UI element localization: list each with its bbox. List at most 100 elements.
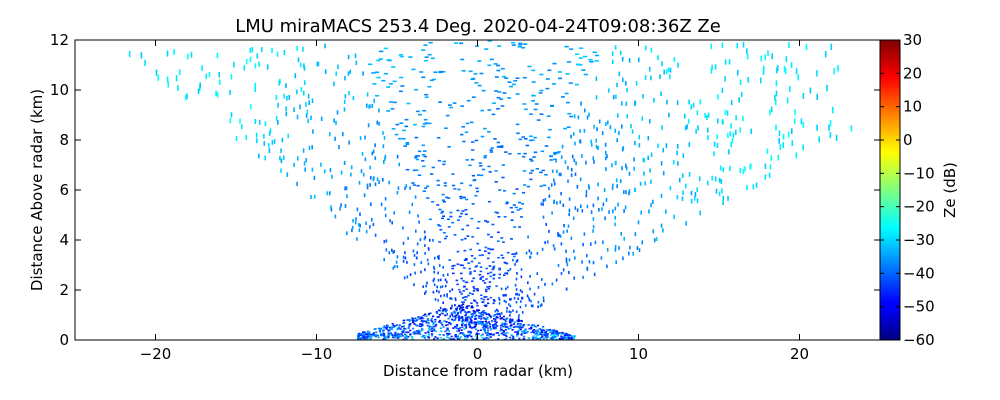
radar-gate — [437, 159, 442, 162]
radar-gate — [424, 268, 426, 272]
radar-gate — [585, 193, 588, 198]
radar-gate — [504, 323, 506, 326]
near-field-echo — [413, 319, 416, 322]
radar-gate — [558, 172, 561, 177]
near-field-echo — [425, 322, 428, 324]
radar-gate — [487, 313, 490, 315]
radar-gate — [529, 158, 533, 161]
near-field-echo — [475, 335, 478, 337]
near-field-echo — [503, 338, 506, 340]
near-field-echo — [382, 327, 385, 329]
near-field-echo — [423, 320, 426, 322]
radar-gate — [714, 176, 717, 182]
radar-gate — [444, 278, 447, 281]
radar-gate — [777, 154, 779, 161]
radar-gate — [558, 233, 560, 237]
near-field-echo — [394, 335, 398, 337]
near-field-echo — [523, 332, 526, 334]
radar-gate — [586, 267, 589, 271]
near-field-echo — [420, 325, 423, 328]
radar-gate — [529, 287, 531, 291]
radar-gate — [389, 219, 391, 223]
radar-gate — [423, 237, 426, 241]
near-field-echo — [386, 324, 389, 327]
radar-gate — [519, 289, 522, 292]
radar-gate — [404, 186, 406, 190]
radar-gate — [300, 87, 303, 92]
radar-gate — [829, 120, 832, 127]
radar-gate — [479, 270, 483, 273]
radar-gate — [461, 301, 464, 303]
radar-gate — [442, 163, 446, 166]
near-field-echo — [483, 328, 486, 331]
radar-gate — [393, 250, 395, 254]
near-field-echo — [366, 337, 369, 340]
radar-gate — [487, 272, 490, 275]
near-field-echo — [539, 333, 542, 335]
radar-gate — [283, 155, 285, 160]
near-field-echo — [357, 333, 360, 336]
near-field-echo — [428, 328, 431, 330]
near-field-echo — [461, 319, 464, 322]
near-field-echo — [484, 325, 487, 328]
radar-gate — [512, 192, 516, 195]
radar-gate — [499, 312, 501, 316]
radar-gate — [621, 101, 623, 106]
radar-gate — [418, 113, 422, 116]
radar-gate — [285, 106, 287, 112]
radar-gate — [320, 116, 323, 121]
radar-gate — [392, 80, 397, 83]
near-field-echo — [471, 314, 474, 317]
radar-gate — [482, 298, 486, 301]
radar-gate — [640, 210, 642, 215]
near-field-echo — [482, 314, 485, 316]
radar-gate — [509, 85, 513, 88]
radar-gate — [618, 71, 621, 77]
radar-gate — [426, 281, 428, 285]
near-field-echo — [382, 334, 385, 337]
radar-gate — [404, 118, 409, 121]
radar-gate — [442, 215, 446, 217]
radar-gate — [676, 150, 678, 156]
near-field-echo — [449, 323, 452, 325]
near-field-echo — [431, 320, 434, 323]
radar-gate — [333, 118, 335, 123]
radar-gate — [417, 150, 422, 153]
radar-gate — [784, 68, 787, 75]
radar-gate — [581, 154, 583, 158]
radar-gate — [446, 295, 448, 298]
radar-gate — [254, 86, 256, 92]
radar-gate — [456, 209, 460, 212]
near-field-echo — [571, 335, 574, 337]
radar-gate — [379, 50, 384, 53]
radar-gate — [471, 141, 475, 143]
near-field-echo — [516, 319, 519, 322]
radar-gate — [438, 241, 442, 243]
radar-gate — [711, 175, 713, 181]
radar-gate — [805, 44, 808, 51]
radar-gate — [488, 200, 491, 203]
near-field-echo — [514, 331, 517, 333]
near-field-echo — [433, 325, 436, 328]
radar-gate — [527, 296, 530, 300]
near-field-echo — [398, 335, 401, 337]
near-field-echo — [473, 310, 476, 313]
radar-gate — [714, 64, 717, 70]
near-field-echo — [546, 336, 549, 338]
near-field-echo — [483, 338, 486, 340]
near-field-echo — [553, 338, 556, 340]
radar-gate — [382, 178, 384, 182]
radar-gate — [398, 137, 402, 140]
radar-gate — [489, 271, 493, 274]
radar-gate — [383, 160, 385, 164]
radar-gate — [588, 112, 590, 117]
near-field-echo — [446, 327, 449, 330]
radar-gate — [430, 57, 435, 60]
radar-gate — [424, 292, 426, 295]
radar-gate — [514, 263, 516, 266]
near-field-echo — [360, 337, 363, 340]
radar-gate — [742, 115, 744, 122]
radar-gate — [666, 99, 668, 105]
near-field-echo — [377, 336, 380, 339]
near-field-echo — [505, 326, 508, 328]
